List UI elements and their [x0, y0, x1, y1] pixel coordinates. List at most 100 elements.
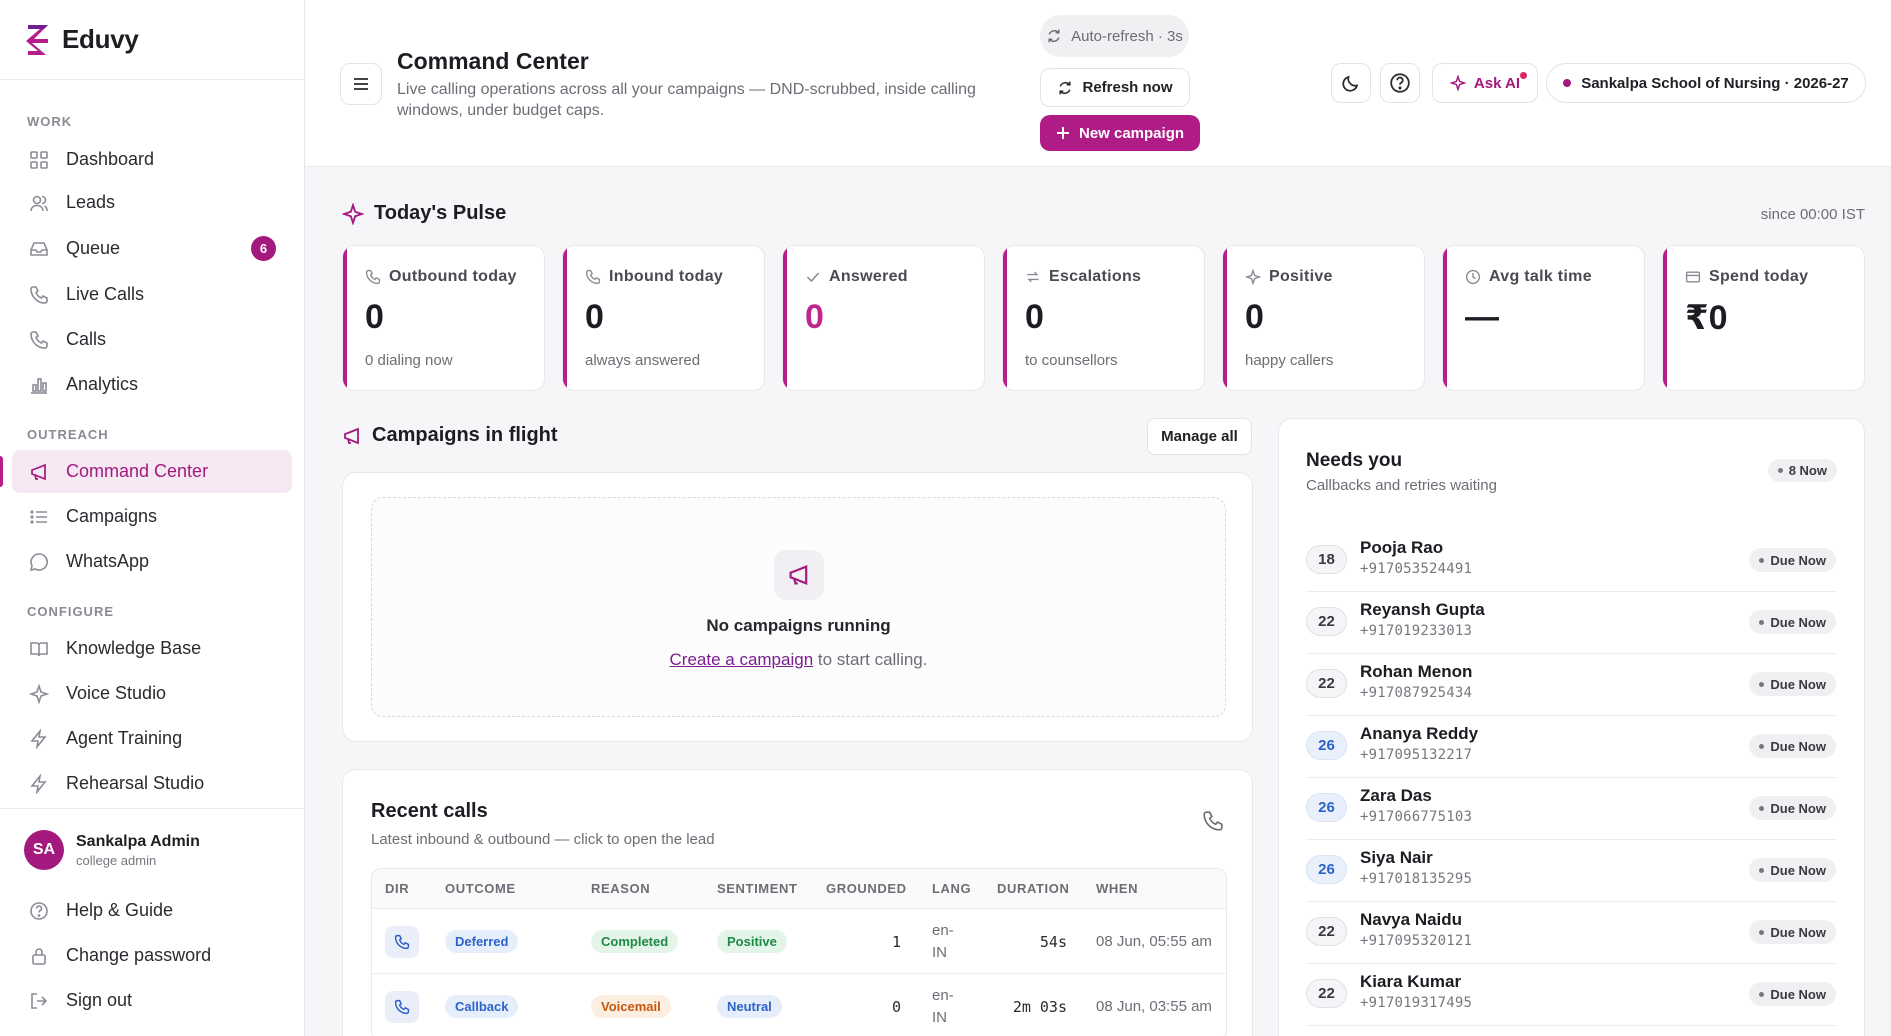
user-name: Sankalpa Admin [76, 832, 200, 850]
phone-icon [28, 329, 50, 351]
section-work: WORK [27, 114, 73, 129]
sparkle-icon [342, 202, 364, 225]
card-subtext: to counsellors [1025, 352, 1118, 369]
stat-card-positive: Positive 0 happy callers [1222, 245, 1425, 391]
list-item[interactable]: 22 Reyansh Gupta +917019233013 Due Now [1306, 592, 1836, 654]
user-role: college admin [76, 852, 157, 868]
sidebar-item-whatsapp[interactable]: WhatsApp [12, 540, 292, 583]
sidebar-item-label: Voice Studio [66, 683, 167, 703]
table-row[interactable]: Deferred Completed Positive 1 en- IN 54s … [372, 909, 1226, 974]
campaigns-panel: No campaigns running Create a campaign t… [342, 472, 1253, 742]
create-campaign-link[interactable]: Create a campaign [669, 650, 814, 669]
stat-card-avg-talk-time: Avg talk time — [1442, 245, 1645, 391]
card-subtext: happy callers [1245, 352, 1334, 369]
sidebar-change-password[interactable]: Change password [12, 934, 292, 977]
sidebar-item-live-calls[interactable]: Live Calls [12, 273, 292, 316]
new-campaign-button[interactable]: New campaign [1040, 115, 1200, 151]
section-outreach: OUTREACH [27, 427, 109, 442]
sidebar-help-guide[interactable]: Help & Guide [12, 889, 292, 932]
card-value: 0 [1025, 298, 1044, 336]
megaphone-icon [774, 550, 824, 600]
list-item[interactable]: 22 Navya Naidu +917095320121 Due Now [1306, 902, 1836, 964]
sidebar-item-calls[interactable]: Calls [12, 318, 292, 361]
language-part: en- [932, 921, 954, 939]
language-value: en- IN [932, 909, 954, 974]
help-icon [1390, 73, 1410, 93]
card-label-text: Spend today [1709, 268, 1809, 285]
due-status-badge: Due Now [1749, 982, 1836, 1006]
sidebar-item-command-center[interactable]: Command Center [0, 450, 292, 493]
list-item[interactable]: 22 Rohan Menon +917087925434 Due Now [1306, 654, 1836, 716]
sidebar-item-label: Agent Training [66, 728, 183, 748]
stat-card-spend-today: Spend today ₹0 [1662, 245, 1865, 391]
language-part: en- [932, 986, 954, 1004]
list-item[interactable]: 18 Pooja Rao +917053524491 Due Now [1306, 530, 1836, 592]
recent-calls-title: Recent calls [371, 800, 488, 822]
sparkle-icon [1449, 75, 1466, 91]
manage-all-button[interactable]: Manage all [1147, 418, 1252, 455]
list-item[interactable]: 26 Zara Das +917066775103 Due Now [1306, 778, 1836, 840]
when-value: 08 Jun, 03:55 am [1096, 998, 1212, 1015]
stat-card-outbound: Outbound today 0 0 dialing now [342, 245, 545, 391]
table-row[interactable]: Callback Voicemail Neutral 0 en- IN 2m 03… [372, 974, 1226, 1036]
card-label: Outbound today [365, 268, 517, 286]
moon-icon [1342, 75, 1359, 92]
grid-icon [28, 149, 50, 171]
sidebar-item-queue[interactable]: Queue 6 [12, 227, 292, 270]
ask-ai-button[interactable]: Ask AI [1432, 63, 1538, 103]
list-icon [28, 506, 50, 528]
sidebar-item-campaigns[interactable]: Campaigns [12, 495, 292, 538]
phone-icon [365, 269, 381, 285]
sidebar-item-label: Calls [66, 329, 107, 349]
notification-dot [1520, 72, 1527, 79]
ask-ai-label: Ask AI [1473, 74, 1521, 92]
card-label: Answered [805, 268, 908, 286]
sidebar-sign-out[interactable]: Sign out [12, 979, 292, 1022]
menu-toggle-button[interactable] [340, 63, 382, 105]
sidebar-item-rehearsal-studio[interactable]: Rehearsal Studio [12, 762, 292, 805]
page-subtitle: Live calling operations across all your … [397, 81, 976, 119]
list-item[interactable]: 26 Siya Nair +917018135295 Due Now [1306, 840, 1836, 902]
brand[interactable]: Eduvy [0, 0, 304, 80]
sidebar-item-voice-studio[interactable]: Voice Studio [12, 672, 292, 715]
needs-you-subtitle: Callbacks and retries waiting [1306, 477, 1497, 494]
lead-score-badge: 22 [1306, 917, 1347, 946]
bolt-icon [28, 728, 50, 750]
stat-card-answered: Answered 0 [782, 245, 985, 391]
sign-out-icon [28, 990, 50, 1012]
sidebar-item-leads[interactable]: Leads [12, 181, 292, 224]
user-profile[interactable]: SA Sankalpa Admin college admin [24, 830, 200, 870]
lead-phone: +917087925434 [1360, 685, 1473, 701]
sidebar-item-label: Knowledge Base [66, 638, 202, 658]
school-selector[interactable]: Sankalpa School of Nursing · 2026-27 [1546, 63, 1866, 103]
theme-toggle-button[interactable] [1331, 63, 1371, 103]
auto-refresh-toggle[interactable]: Auto-refresh · 3s [1040, 15, 1189, 57]
language-value: en- IN [932, 974, 954, 1036]
grounded-value: 1 [892, 932, 902, 951]
lead-score-badge: 26 [1306, 793, 1347, 822]
lead-name: Reyansh Gupta [1360, 600, 1485, 619]
sidebar: Eduvy WORK Dashboard Leads Queue 6 Live … [0, 0, 305, 1036]
sidebar-item-label: Leads [66, 192, 116, 212]
users-icon [28, 192, 50, 214]
sidebar-item-knowledge-base[interactable]: Knowledge Base [12, 627, 292, 670]
plus-icon [1056, 126, 1070, 140]
lead-phone: +917095132217 [1360, 747, 1473, 763]
needs-you-panel: Needs you Callbacks and retries waiting … [1278, 418, 1865, 1036]
phone-direction-icon[interactable] [385, 990, 419, 1023]
phone-direction-icon[interactable] [385, 925, 419, 958]
inbox-icon [28, 238, 50, 260]
list-item[interactable]: 26 Ananya Reddy +917095132217 Due Now [1306, 716, 1836, 778]
card-label: Inbound today [585, 268, 723, 286]
list-item[interactable]: 22 Kiara Kumar +917019317495 Due Now [1306, 964, 1836, 1026]
sidebar-item-analytics[interactable]: Analytics [12, 363, 292, 406]
help-button[interactable] [1380, 63, 1420, 103]
sidebar-item-label: WhatsApp [66, 551, 150, 571]
due-status-badge: Due Now [1749, 858, 1836, 882]
refresh-now-button[interactable]: Refresh now [1040, 68, 1190, 107]
hamburger-icon [354, 78, 368, 90]
lead-score-badge: 26 [1306, 731, 1347, 760]
sidebar-item-dashboard[interactable]: Dashboard [12, 138, 292, 181]
needs-you-title: Needs you [1306, 450, 1403, 471]
sidebar-item-agent-training[interactable]: Agent Training [12, 717, 292, 760]
